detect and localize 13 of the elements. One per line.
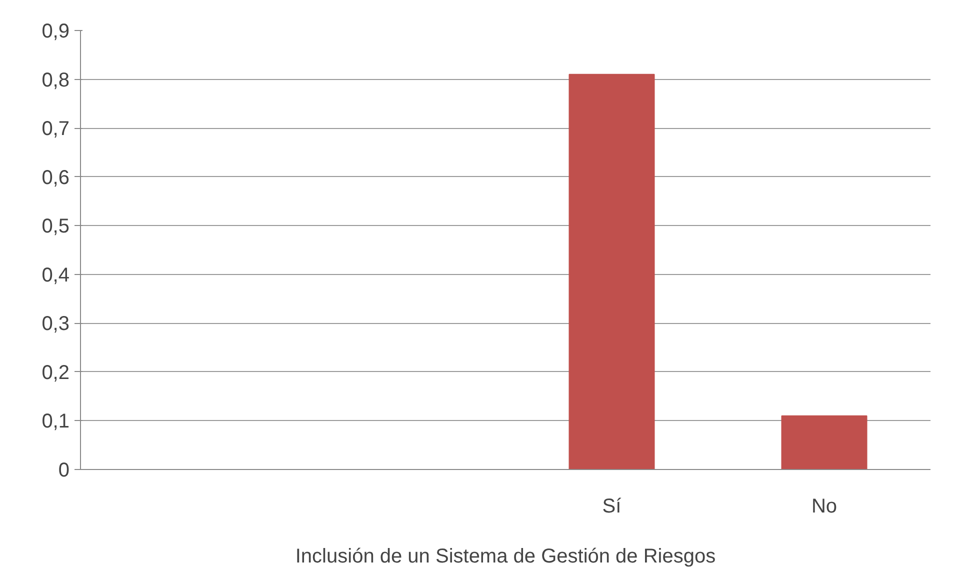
x-axis-title: Inclusión de un Sistema de Gestión de Riesgos <box>295 546 716 568</box>
y-tick-label: 0 <box>58 460 70 482</box>
y-tick-label: 0,8 <box>42 69 70 92</box>
y-tick-label: 0,1 <box>42 410 70 433</box>
y-tick-label: 0,9 <box>42 20 70 42</box>
x-tick-label: No <box>811 496 838 518</box>
y-tick-label: 0,4 <box>42 264 70 286</box>
y-tick-label: 0,3 <box>42 313 70 336</box>
y-tick-label: 0,7 <box>42 118 70 140</box>
x-tick-label: Sí <box>602 496 622 518</box>
y-tick-label: 0,6 <box>42 166 70 189</box>
y-tick-label: 0,2 <box>42 362 70 384</box>
y-tick-label: 0,5 <box>42 216 70 238</box>
